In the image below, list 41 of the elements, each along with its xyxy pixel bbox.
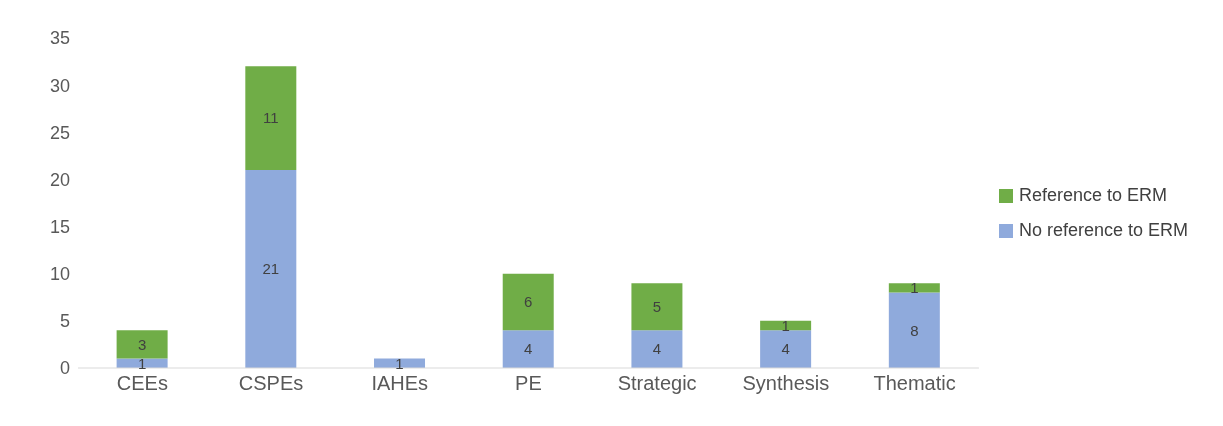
bar	[760, 330, 812, 368]
data-label: 11	[263, 109, 279, 127]
x-tick-label: CEEs	[116, 372, 168, 395]
data-label: 8	[910, 321, 919, 339]
y-tick-label: 30	[49, 75, 70, 96]
legend-label: Reference to ERM	[1018, 185, 1167, 206]
bar	[245, 66, 297, 170]
x-tick-label: Thematic	[873, 372, 956, 395]
x-tick-label: Synthesis	[742, 372, 830, 395]
data-label: 6	[524, 293, 533, 311]
x-tick-label: CSPEs	[238, 372, 304, 395]
data-label: 5	[652, 298, 662, 316]
bar	[502, 273, 554, 331]
x-tick-label: IAHEs	[371, 372, 429, 395]
bar	[631, 330, 683, 368]
y-tick-label: 5	[59, 311, 70, 332]
y-tick-label: 20	[49, 169, 70, 190]
bar	[888, 283, 940, 293]
y-tick-label: 35	[49, 28, 70, 49]
data-label: 3	[137, 335, 147, 353]
data-label: 21	[262, 260, 280, 278]
bar	[631, 283, 683, 331]
bar	[116, 330, 168, 359]
bar	[502, 330, 554, 368]
data-label: 1	[395, 354, 404, 372]
bar	[760, 320, 812, 331]
legend-label: No reference to ERM	[1018, 220, 1188, 241]
data-label: 4	[781, 340, 790, 358]
x-tick-label: Strategic	[617, 372, 697, 395]
bar	[888, 292, 940, 368]
data-label: 1	[781, 316, 790, 334]
y-tick-label: 25	[49, 122, 70, 143]
bar	[245, 170, 297, 368]
y-tick-label: 10	[49, 264, 70, 285]
x-tick-label: PE	[515, 372, 542, 395]
data-label: 4	[524, 340, 533, 358]
data-label: 4	[652, 340, 662, 358]
data-label: 1	[137, 354, 147, 372]
y-tick-label: 0	[59, 358, 70, 379]
data-label: 1	[910, 279, 919, 297]
y-tick-label: 15	[49, 216, 70, 237]
